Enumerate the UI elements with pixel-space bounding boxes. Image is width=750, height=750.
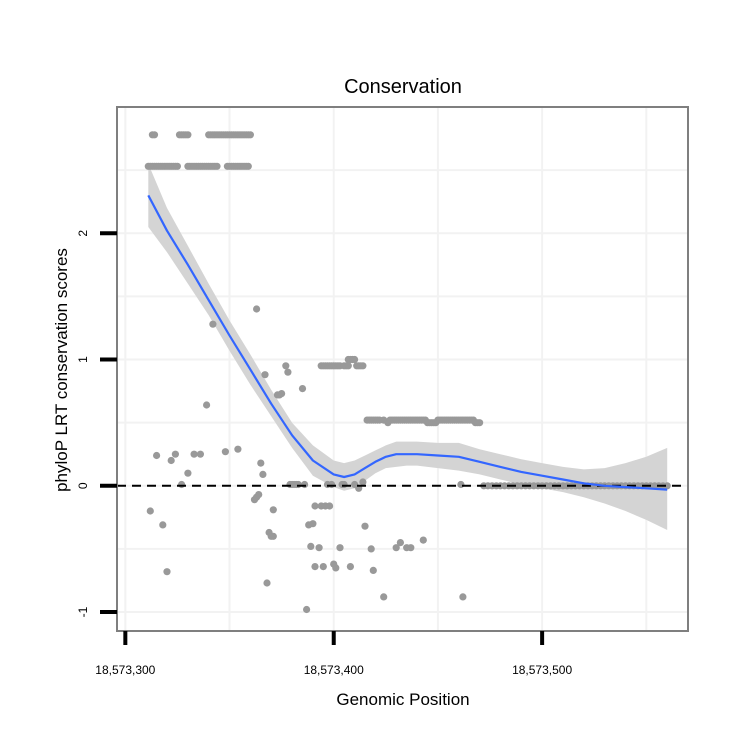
data-point: [315, 544, 323, 552]
data-point: [369, 566, 377, 575]
data-point: [209, 320, 217, 328]
data-point: [173, 162, 181, 170]
data-point: [278, 390, 286, 398]
x-tick-label: 18,573,400: [304, 663, 364, 677]
data-point: [380, 593, 388, 601]
smooth-line-layer: [147, 194, 668, 491]
y-axis-title: phyloP LRT conservation scores: [52, 248, 71, 492]
smooth-fit-line: [147, 194, 668, 491]
data-point: [221, 448, 229, 456]
data-point: [311, 502, 319, 510]
data-point: [303, 605, 311, 614]
data-point: [361, 522, 369, 530]
data-point: [253, 305, 261, 313]
data-point: [457, 480, 465, 489]
data-point: [419, 536, 427, 544]
data-point: [244, 162, 252, 170]
x-tick-label: 18,573,300: [95, 663, 155, 677]
data-point: [153, 451, 161, 460]
data-point: [311, 563, 319, 571]
y-axis: -1 0 1 2: [76, 230, 117, 617]
y-tick-label: -1: [76, 606, 90, 617]
data-point: [146, 507, 154, 515]
chart-title: Conservation: [344, 76, 462, 98]
data-point: [255, 491, 263, 499]
data-point: [171, 450, 179, 458]
data-point: [309, 520, 317, 528]
data-point: [294, 480, 302, 489]
plot-panel-border: [116, 106, 689, 632]
data-point: [367, 545, 375, 553]
data-point: [163, 568, 171, 576]
data-point: [359, 478, 367, 486]
data-point: [184, 469, 192, 477]
data-point: [359, 362, 367, 370]
x-tick-label: 18,573,500: [512, 663, 572, 677]
data-point: [178, 480, 186, 489]
data-points: [144, 131, 671, 614]
plot-panel-background: [117, 107, 688, 631]
data-point: [246, 131, 254, 139]
data-point: [159, 521, 167, 529]
data-point: [196, 450, 204, 458]
data-point: [167, 456, 175, 465]
data-point: [326, 502, 334, 510]
data-point: [234, 445, 242, 453]
data-point: [407, 544, 415, 552]
data-point: [184, 131, 192, 139]
data-point: [263, 579, 271, 587]
data-point: [396, 539, 404, 547]
data-point: [336, 544, 344, 552]
data-point: [346, 563, 354, 571]
data-point: [328, 480, 336, 489]
x-axis: 18,573,300 18,573,400 18,573,500: [95, 631, 572, 677]
data-point: [307, 542, 315, 551]
data-point: [344, 362, 352, 370]
data-point: [351, 355, 359, 364]
y-tick-label: 2: [76, 230, 90, 237]
data-point: [282, 362, 290, 370]
y-tick-label: 1: [76, 356, 90, 363]
confidence-band-layer: [148, 163, 668, 531]
data-point: [269, 532, 277, 540]
data-point: [301, 480, 309, 489]
y-tick-label: 0: [76, 482, 90, 489]
data-point: [298, 385, 307, 393]
data-point: [257, 459, 265, 467]
data-point: [319, 563, 327, 571]
plot-panel: [117, 107, 688, 631]
data-point: [259, 470, 267, 478]
confidence-band: [148, 163, 668, 531]
data-point: [476, 419, 484, 427]
data-point: [459, 593, 467, 601]
data-point: [284, 368, 292, 376]
data-point: [340, 480, 348, 489]
data-point: [663, 482, 671, 490]
data-point: [190, 450, 198, 458]
data-point: [261, 371, 269, 379]
data-point: [392, 544, 400, 552]
data-point: [332, 564, 340, 572]
data-point: [150, 131, 159, 139]
x-axis-title: Genomic Position: [336, 690, 469, 709]
data-point: [213, 162, 221, 170]
data-point: [269, 506, 277, 514]
data-point: [203, 401, 211, 409]
